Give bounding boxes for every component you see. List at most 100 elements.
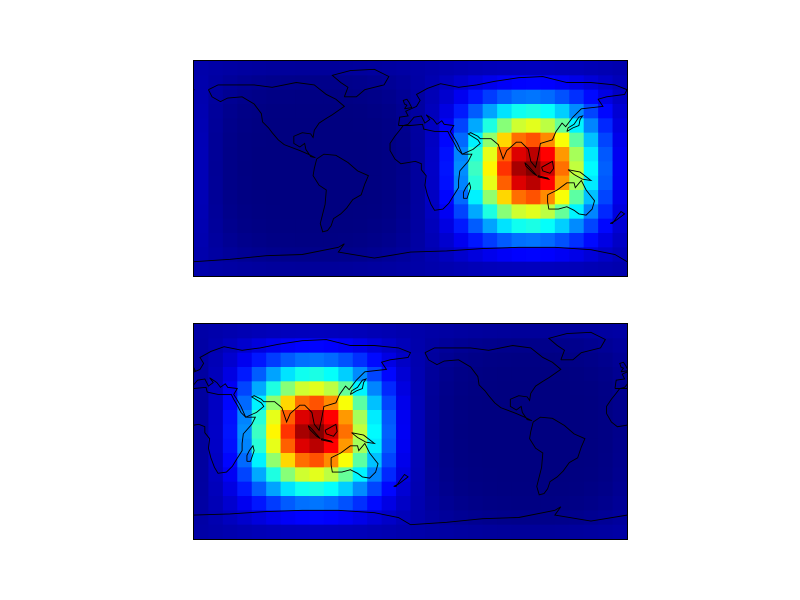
- heatmap-cell: [468, 410, 484, 425]
- heatmap-cell: [569, 132, 585, 148]
- heatmap-cell: [381, 89, 397, 105]
- heatmap-cell: [439, 75, 455, 91]
- heatmap-cell: [266, 118, 281, 134]
- heatmap-cell: [208, 89, 224, 105]
- heatmap-cell: [453, 496, 469, 511]
- heatmap-cell: [410, 161, 426, 177]
- heatmap-cell: [266, 524, 281, 539]
- heatmap-cell: [439, 247, 455, 263]
- coastline: [208, 83, 344, 158]
- heatmap-cell: [598, 338, 613, 354]
- heatmap-cell: [323, 438, 339, 454]
- heatmap-cell: [367, 510, 382, 526]
- heatmap-cell: [540, 467, 556, 483]
- heatmap-cell: [367, 424, 382, 440]
- heatmap-cell: [208, 247, 224, 263]
- heatmap-cell: [309, 261, 325, 276]
- heatmap-cell: [583, 338, 599, 354]
- heatmap-cell: [569, 424, 585, 440]
- heatmap-cell: [309, 453, 325, 468]
- heatmap-cell: [612, 467, 627, 483]
- heatmap-cell: [424, 261, 440, 276]
- heatmap-cell: [295, 438, 310, 454]
- heatmap-cell: [280, 324, 296, 339]
- heatmap-cell: [554, 147, 570, 162]
- heatmap-cell: [280, 410, 296, 425]
- heatmap-cell: [424, 395, 440, 411]
- heatmap-cell: [583, 410, 599, 425]
- heatmap-cell: [583, 104, 599, 119]
- heatmap-cell: [251, 147, 267, 162]
- heatmap-cell: [396, 524, 411, 539]
- heatmap-cell: [482, 338, 498, 354]
- heatmap-cell: [323, 510, 339, 526]
- heatmap-cell: [251, 467, 267, 483]
- heatmap-cell: [352, 438, 368, 454]
- heatmap-cell: [237, 410, 253, 425]
- heatmap-cell: [222, 424, 238, 440]
- heatmap-cell: [338, 424, 354, 440]
- heatmap-cell: [309, 324, 325, 339]
- heatmap-cell: [381, 161, 397, 177]
- heatmap-cell: [598, 204, 613, 220]
- heatmap-cell: [266, 510, 281, 526]
- heatmap-cell: [222, 510, 238, 526]
- heatmap-bottom: [194, 324, 627, 539]
- heatmap-cell: [424, 61, 440, 76]
- heatmap-cell: [323, 147, 339, 162]
- heatmap-cell: [453, 89, 469, 105]
- heatmap-cell: [266, 261, 281, 276]
- heatmap-cell: [381, 261, 397, 276]
- heatmap-cell: [266, 467, 281, 483]
- heatmap-cell: [540, 161, 556, 177]
- heatmap-cell: [237, 75, 253, 91]
- heatmap-cell: [396, 467, 411, 483]
- heatmap-cell: [208, 352, 224, 368]
- heatmap-cell: [468, 424, 484, 440]
- heatmap-cell: [439, 424, 455, 440]
- heatmap-cell: [381, 424, 397, 440]
- heatmap-cell: [208, 453, 224, 468]
- heatmap-cell: [396, 381, 411, 397]
- heatmap-cell: [410, 261, 426, 276]
- heatmap-cell: [525, 410, 541, 425]
- heatmap-cell: [453, 147, 469, 162]
- heatmap-cell: [367, 104, 382, 119]
- heatmap-cell: [222, 190, 238, 205]
- heatmap-cell: [612, 496, 627, 511]
- heatmap-cell: [583, 453, 599, 468]
- heatmap-cell: [482, 132, 498, 148]
- heatmap-cell: [468, 147, 484, 162]
- heatmap-cell: [453, 175, 469, 191]
- heatmap-cell: [439, 367, 455, 382]
- heatmap-cell: [280, 496, 296, 511]
- heatmap-cell: [598, 104, 613, 119]
- heatmap-cell: [352, 61, 368, 76]
- heatmap-cell: [424, 247, 440, 263]
- heatmap-cell: [482, 261, 498, 276]
- heatmap-cell: [482, 190, 498, 205]
- heatmap-cell: [424, 218, 440, 234]
- heatmap-cell: [612, 352, 627, 368]
- heatmap-cell: [295, 410, 310, 425]
- heatmap-cell: [424, 233, 440, 248]
- heatmap-cell: [511, 89, 527, 105]
- heatmap-cell: [554, 161, 570, 177]
- heatmap-cell: [381, 510, 397, 526]
- heatmap-cell: [410, 324, 426, 339]
- heatmap-cell: [208, 75, 224, 91]
- heatmap-cell: [468, 204, 484, 220]
- heatmap-cell: [569, 467, 585, 483]
- heatmap-cell: [338, 118, 354, 134]
- heatmap-cell: [194, 75, 209, 91]
- heatmap-cell: [338, 453, 354, 468]
- heatmap-cell: [554, 496, 570, 511]
- heatmap-cell: [554, 61, 570, 76]
- heatmap-cell: [554, 410, 570, 425]
- heatmap-cell: [367, 410, 382, 425]
- heatmap-cell: [410, 481, 426, 497]
- heatmap-cell: [251, 118, 267, 134]
- heatmap-cell: [511, 75, 527, 91]
- heatmap-cell: [482, 410, 498, 425]
- heatmap-cell: [396, 89, 411, 105]
